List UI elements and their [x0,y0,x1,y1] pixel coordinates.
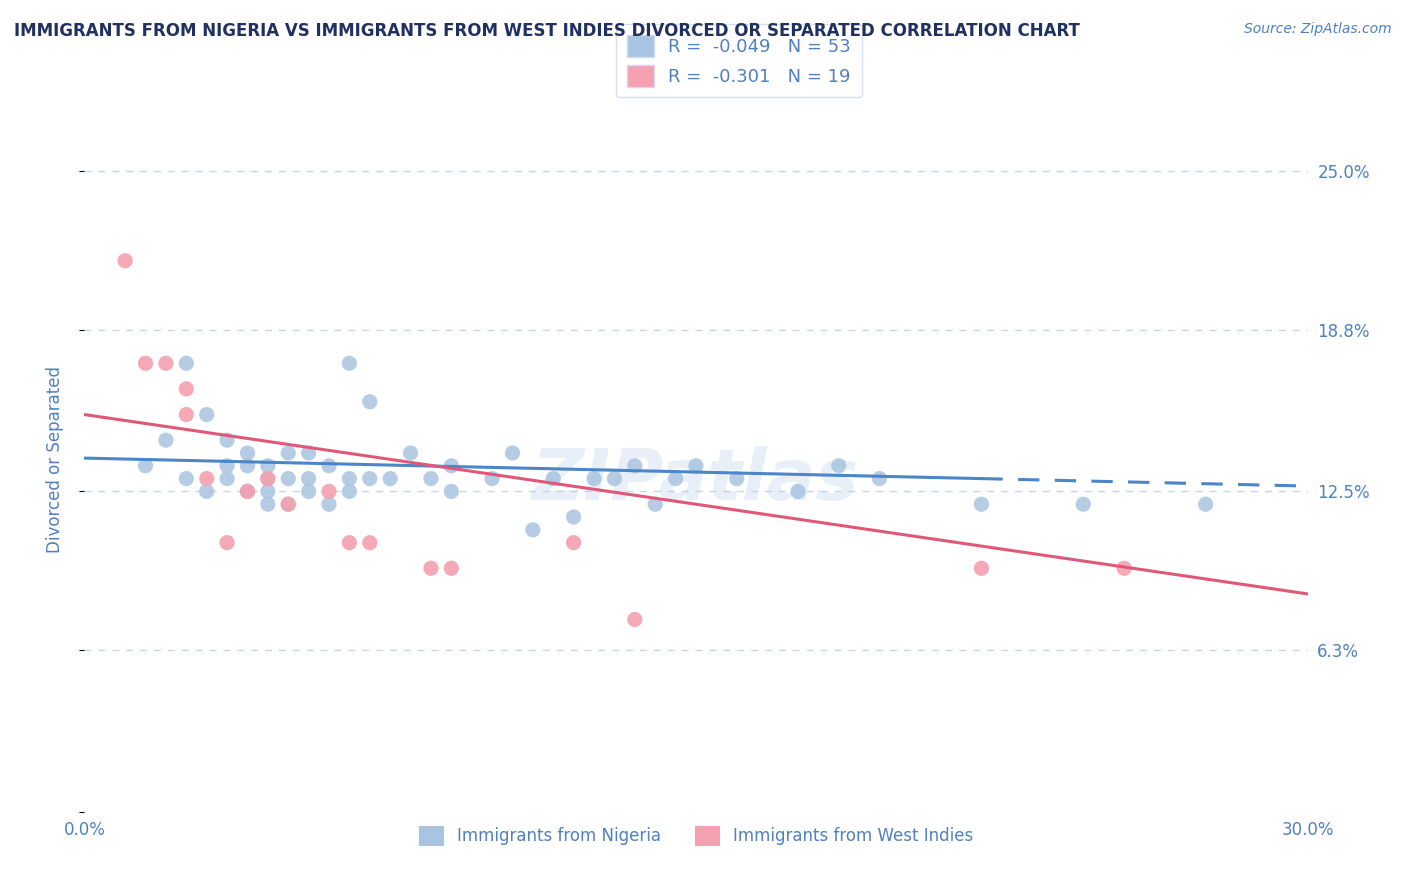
Point [217,472,239,486]
Point [217,433,239,447]
Point [359,535,381,549]
Point [543,472,565,486]
Point [440,484,463,499]
Point [339,484,361,499]
Point [277,446,299,460]
Point [339,535,361,549]
Point [380,472,402,486]
Point [685,458,707,473]
Point [236,484,259,499]
Point [562,510,585,524]
Point [236,446,259,460]
Point [257,472,280,486]
Legend: Immigrants from Nigeria, Immigrants from West Indies: Immigrants from Nigeria, Immigrants from… [412,819,980,853]
Point [217,458,239,473]
Point [174,382,197,396]
Point [277,497,299,511]
Text: IMMIGRANTS FROM NIGERIA VS IMMIGRANTS FROM WEST INDIES DIVORCED OR SEPARATED COR: IMMIGRANTS FROM NIGERIA VS IMMIGRANTS FR… [14,22,1080,40]
Point [339,472,361,486]
Point [869,472,891,486]
Point [298,484,321,499]
Point [399,446,422,460]
Point [787,484,810,499]
Point [114,253,136,268]
Point [420,472,443,486]
Point [195,472,218,486]
Point [481,472,503,486]
Point [359,472,381,486]
Point [195,408,218,422]
Point [298,472,321,486]
Point [318,484,340,499]
Point [440,458,463,473]
Point [236,484,259,499]
Point [1195,497,1218,511]
Point [257,472,280,486]
Point [277,472,299,486]
Point [318,458,340,473]
Point [624,458,647,473]
Point [1073,497,1095,511]
Point [624,613,647,627]
Point [236,484,259,499]
Point [583,472,606,486]
Point [665,472,688,486]
Point [257,458,280,473]
Point [440,561,463,575]
Point [257,497,280,511]
Text: ZIPatlas: ZIPatlas [533,446,859,515]
Point [257,484,280,499]
Point [502,446,524,460]
Point [174,356,197,370]
Point [174,472,197,486]
Point [725,472,748,486]
Point [318,497,340,511]
Point [644,497,666,511]
Point [135,356,157,370]
Point [298,446,321,460]
Point [562,535,585,549]
Point [339,356,361,370]
Point [603,472,626,486]
Point [420,561,443,575]
Y-axis label: Divorced or Separated: Divorced or Separated [45,366,63,553]
Point [970,561,993,575]
Point [1114,561,1136,575]
Point [236,458,259,473]
Point [135,458,157,473]
Point [828,458,851,473]
Point [277,497,299,511]
Text: Source: ZipAtlas.com: Source: ZipAtlas.com [1244,22,1392,37]
Point [155,433,177,447]
Point [174,408,197,422]
Point [217,535,239,549]
Point [970,497,993,511]
Point [522,523,544,537]
Point [155,356,177,370]
Point [195,484,218,499]
Point [359,394,381,409]
